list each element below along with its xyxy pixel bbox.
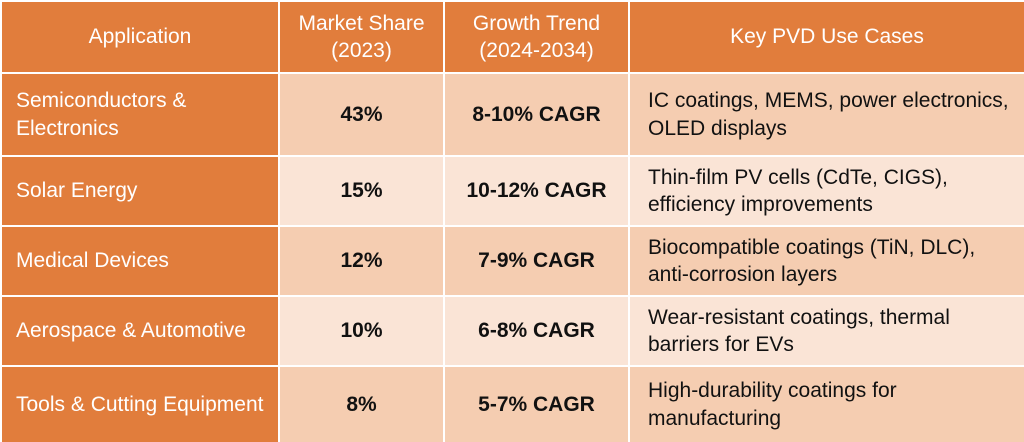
use-cases-cell: Thin-film PV cells (CdTe, CIGS), efficie… [628,155,1024,227]
table-row: Semiconductors & Electronics 43% 8-10% CAG… [0,72,1024,157]
growth-trend-cell: 5-7% CAGR [443,365,630,442]
use-cases-cell: High-durability coatings for manufacturi… [628,365,1024,442]
header-cell: Key PVD Use Cases [628,0,1024,74]
application-cell: Aerospace & Automotive [0,295,280,367]
header-cell: Application [0,0,280,74]
application-cell: Medical Devices [0,225,280,297]
header-cell: Growth Trend (2024-2034) [443,0,630,74]
growth-trend-cell: 6-8% CAGR [443,295,630,367]
header-cell: Market Share (2023) [278,0,445,74]
use-cases-cell: Biocompatible coatings (TiN, DLC), anti-… [628,225,1024,297]
growth-trend-cell: 10-12% CAGR [443,155,630,227]
table-row: Aerospace & Automotive 10% 6-8% CAGR Wear-r… [0,295,1024,367]
growth-trend-cell: 7-9% CAGR [443,225,630,297]
table-row: Solar Energy 15% 10-12% CAGR Thin-film PV c… [0,155,1024,227]
use-cases-cell: IC coatings, MEMS, power electronics, OL… [628,72,1024,157]
use-cases-cell: Wear-resistant coatings, thermal barrier… [628,295,1024,367]
market-share-cell: 15% [278,155,445,227]
market-share-cell: 12% [278,225,445,297]
application-cell: Solar Energy [0,155,280,227]
market-share-cell: 43% [278,72,445,157]
table-row: Medical Devices 12% 7-9% CAGR Biocompatible… [0,225,1024,297]
table-row: Tools & Cutting Equipment 8% 5-7% CAGR High… [0,365,1024,442]
growth-trend-cell: 8-10% CAGR [443,72,630,157]
application-cell: Tools & Cutting Equipment [0,365,280,442]
application-cell: Semiconductors & Electronics [0,72,280,157]
header-row: Application Market Share (2023) Growth Tre… [0,0,1024,74]
market-share-cell: 8% [278,365,445,442]
market-share-cell: 10% [278,295,445,367]
